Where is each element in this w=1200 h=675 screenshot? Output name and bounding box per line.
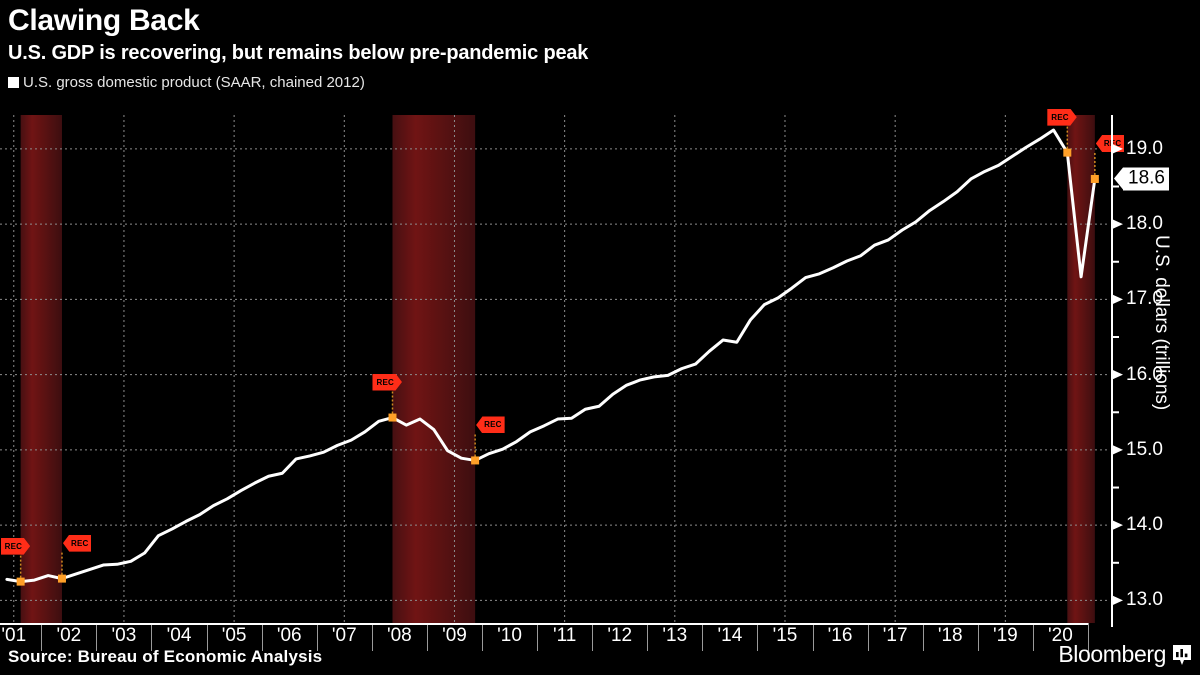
recession-badge: REC bbox=[0, 537, 31, 555]
x-axis-tick-label: '14 bbox=[717, 625, 743, 646]
recession-band bbox=[392, 115, 476, 623]
y-major-tick-arrow bbox=[1112, 143, 1123, 154]
y-major-tick-arrow bbox=[1112, 595, 1123, 606]
x-axis-separator bbox=[592, 623, 594, 651]
x-axis-separator bbox=[426, 623, 428, 651]
x-axis-tick-label: '05 bbox=[221, 625, 247, 646]
recession-badge: REC bbox=[62, 534, 92, 552]
x-axis-tick-label: '07 bbox=[331, 625, 357, 646]
legend-label: U.S. gross domestic product (SAAR, chain… bbox=[23, 74, 365, 91]
x-axis-tick-label: '10 bbox=[497, 625, 522, 646]
plot-area: RECRECRECRECRECREC bbox=[0, 108, 1125, 623]
y-major-tick-arrow bbox=[1112, 520, 1123, 531]
x-axis-tick-label: '13 bbox=[662, 625, 688, 646]
y-axis-tick-label: 19.0 bbox=[1126, 137, 1163, 159]
x-axis-separator bbox=[1032, 623, 1034, 651]
source-note: Source: Bureau of Economic Analysis bbox=[8, 647, 323, 666]
recession-marker-dot bbox=[57, 574, 66, 583]
x-axis-separator bbox=[371, 623, 373, 651]
x-axis-separator bbox=[922, 623, 924, 651]
x-axis-separator bbox=[41, 623, 43, 651]
recession-marker-dot bbox=[471, 456, 480, 465]
x-axis-tick-label: '19 bbox=[992, 625, 1018, 646]
bloomberg-brand: Bloomberg bbox=[1058, 641, 1192, 668]
x-axis-tick-label: '02 bbox=[56, 625, 82, 646]
x-axis-separator bbox=[261, 623, 263, 651]
last-value-callout: 18.6 bbox=[1114, 167, 1169, 191]
x-axis-separator bbox=[151, 623, 153, 651]
bloomberg-chart-icon bbox=[1173, 644, 1191, 665]
brand-name: Bloomberg bbox=[1058, 641, 1166, 667]
data-line bbox=[5, 128, 1097, 584]
recession-badge: REC bbox=[372, 373, 402, 391]
x-axis-tick-label: '18 bbox=[937, 625, 963, 646]
x-axis-separator bbox=[206, 623, 208, 651]
chart-title: Clawing Back bbox=[8, 4, 200, 37]
y-axis-tick-label: 15.0 bbox=[1126, 438, 1163, 460]
x-axis-tick-label: '16 bbox=[827, 625, 853, 646]
recession-band bbox=[20, 115, 62, 623]
y-major-tick-arrow bbox=[1112, 294, 1123, 305]
chart-subtitle: U.S. GDP is recovering, but remains belo… bbox=[8, 42, 589, 64]
x-axis-separator bbox=[977, 623, 979, 651]
x-axis-separator bbox=[867, 623, 869, 651]
y-axis-tick-label: 17.0 bbox=[1126, 288, 1163, 310]
y-axis: 13.0 14.0 15.0 16.0 17.0 18.0 19.0 18.6 bbox=[1110, 115, 1170, 627]
recession-marker-dot bbox=[1063, 148, 1072, 157]
y-major-tick-arrow bbox=[1112, 369, 1123, 380]
recession-badge: REC bbox=[1047, 108, 1077, 126]
x-axis-spine bbox=[0, 623, 1088, 625]
recession-marker-dot bbox=[388, 413, 397, 422]
recession-badge: REC bbox=[476, 416, 505, 434]
x-axis-separator bbox=[482, 623, 483, 651]
x-axis-tick-label: '20 bbox=[1048, 625, 1073, 646]
x-axis-tick-label: '09 bbox=[442, 625, 467, 646]
x-axis-tick-label: '01 bbox=[1, 625, 27, 646]
y-major-tick-arrow bbox=[1112, 444, 1123, 455]
x-axis-tick-label: '04 bbox=[166, 625, 192, 646]
y-axis-tick-label: 18.0 bbox=[1126, 213, 1163, 235]
x-axis: '01 '02 '03 '04 '05 '06 '07 '08 '09 '10 '11 '12 '13 '… bbox=[0, 623, 1110, 653]
recession-marker-dot bbox=[1090, 174, 1099, 183]
x-axis-tick-label: '11 bbox=[552, 625, 577, 646]
y-axis-tick-label: 13.0 bbox=[1126, 589, 1163, 611]
x-axis-separator bbox=[757, 623, 759, 651]
x-axis-tick-label: '06 bbox=[276, 625, 302, 646]
x-axis-separator bbox=[537, 623, 539, 651]
x-axis-tick-label: '03 bbox=[111, 625, 137, 646]
y-axis-label: U.S. dollars (trillions) bbox=[1151, 235, 1172, 411]
y-axis-tick-label: 14.0 bbox=[1126, 514, 1163, 536]
legend-swatch-icon bbox=[8, 77, 19, 88]
x-axis-tick-label: '15 bbox=[772, 625, 798, 646]
x-axis-tick-label: '08 bbox=[386, 625, 412, 646]
x-axis-separator bbox=[812, 623, 814, 651]
x-axis-separator bbox=[702, 623, 704, 651]
x-axis-separator bbox=[96, 623, 98, 651]
x-axis-separator bbox=[647, 623, 649, 651]
plot-svg bbox=[0, 115, 1110, 623]
x-axis-tick-label: '12 bbox=[607, 625, 633, 646]
y-major-tick-arrow bbox=[1112, 219, 1123, 230]
x-axis-tick-label: '17 bbox=[882, 625, 908, 646]
x-axis-separator bbox=[316, 623, 318, 651]
recession-marker-dot bbox=[16, 577, 25, 586]
x-axis-separator bbox=[1087, 623, 1089, 651]
chart-legend: U.S. gross domestic product (SAAR, chain… bbox=[8, 74, 1200, 91]
y-axis-tick-label: 16.0 bbox=[1126, 363, 1163, 385]
chart-header: Clawing Back U.S. GDP is recovering, but… bbox=[8, 0, 1200, 91]
